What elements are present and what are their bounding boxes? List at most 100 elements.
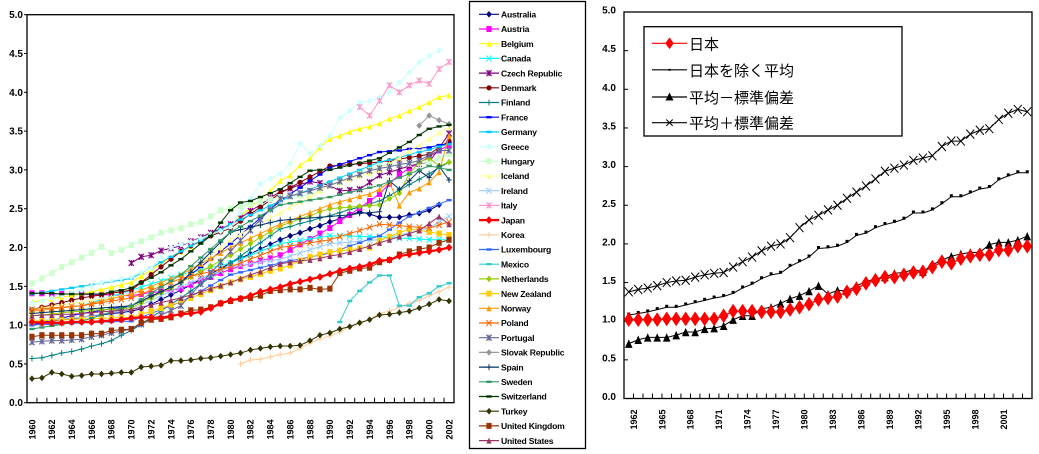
data-point-turkey bbox=[386, 310, 393, 318]
data-point-united-states bbox=[49, 312, 55, 319]
data-point-portugal bbox=[396, 161, 403, 168]
data-point-czech-republic bbox=[148, 251, 155, 259]
legend-item: Luxembourg bbox=[479, 245, 551, 255]
data-point-series-2 bbox=[691, 327, 699, 337]
data-point-japan bbox=[276, 283, 284, 292]
data-point-series-1 bbox=[968, 190, 972, 194]
data-point-mexico bbox=[406, 304, 412, 307]
data-point-united-states bbox=[436, 213, 442, 220]
data-point-japan bbox=[395, 252, 403, 261]
data-point-series-3 bbox=[728, 262, 738, 272]
data-point-poland bbox=[38, 305, 45, 313]
x-tick-label: 1988 bbox=[305, 420, 315, 440]
data-point-ireland bbox=[297, 249, 304, 257]
x-tick-label: 2002 bbox=[444, 420, 454, 440]
data-point-norway bbox=[426, 179, 432, 186]
data-point-series-1 bbox=[712, 295, 716, 299]
legend-item: Italy bbox=[479, 201, 518, 211]
data-point-poland bbox=[28, 306, 35, 313]
y-tick-label: 0.0 bbox=[9, 398, 23, 409]
data-point-greece bbox=[48, 294, 55, 302]
data-point-portugal bbox=[28, 338, 36, 346]
data-point-spain bbox=[257, 221, 263, 228]
data-point-new-zealand bbox=[337, 247, 343, 254]
data-point-japan bbox=[356, 262, 364, 271]
legend-label: Ireland bbox=[501, 186, 528, 196]
data-point-series-2 bbox=[786, 294, 794, 303]
data-point-norway bbox=[317, 205, 323, 212]
data-point-luxembourg bbox=[366, 237, 373, 241]
data-point-sweden bbox=[376, 184, 383, 187]
data-point-switzerland bbox=[138, 281, 144, 284]
data-point-belgium bbox=[396, 112, 402, 119]
data-point-italy bbox=[406, 81, 413, 89]
data-point-hungary bbox=[426, 159, 432, 166]
data-point-united-kingdom bbox=[108, 327, 115, 334]
data-point-korea bbox=[257, 356, 263, 363]
data-point-switzerland bbox=[79, 292, 85, 296]
data-point-sweden bbox=[337, 193, 343, 196]
data-point-series-0 bbox=[899, 267, 909, 283]
data-point-united-states bbox=[148, 301, 154, 308]
data-point-japan bbox=[346, 264, 354, 273]
legend-item: 日本を除く平均 bbox=[652, 62, 794, 80]
data-point-series-3 bbox=[994, 114, 1004, 125]
data-point-iceland bbox=[307, 193, 313, 200]
data-point-series-1 bbox=[902, 216, 906, 220]
data-point-switzerland bbox=[49, 292, 55, 295]
data-point-italy bbox=[366, 112, 373, 119]
legend-item: Belgium bbox=[479, 39, 534, 49]
data-point-series-3 bbox=[738, 256, 747, 267]
data-point-series-0 bbox=[718, 308, 729, 324]
data-point-series-3 bbox=[709, 268, 719, 279]
data-point-switzerland bbox=[416, 133, 422, 137]
data-point-united-states bbox=[386, 236, 393, 243]
x-tick-label: 1990 bbox=[325, 420, 335, 440]
data-point-hungary bbox=[436, 155, 442, 162]
data-point-italy bbox=[426, 80, 433, 88]
data-point-austria bbox=[198, 277, 204, 284]
data-point-united-states bbox=[347, 249, 353, 256]
data-point-japan bbox=[197, 307, 205, 316]
data-point-norway bbox=[327, 201, 333, 208]
legend-label: Spain bbox=[501, 362, 523, 372]
data-point-switzerland bbox=[436, 125, 442, 128]
data-point-united-states bbox=[59, 311, 65, 318]
series-italy bbox=[356, 58, 453, 119]
data-point-hungary bbox=[218, 207, 224, 214]
data-point-new-zealand bbox=[317, 251, 323, 258]
data-point-luxembourg bbox=[257, 266, 263, 269]
data-point-series-0 bbox=[652, 312, 663, 328]
data-point-series-3 bbox=[899, 160, 909, 170]
data-point-turkey bbox=[48, 369, 55, 376]
data-point-belgium bbox=[436, 93, 442, 100]
data-point-united-states bbox=[198, 288, 204, 295]
data-point-australia bbox=[317, 222, 323, 230]
data-point-japan bbox=[366, 260, 374, 269]
data-point-switzerland bbox=[357, 161, 363, 165]
data-point-luxembourg bbox=[218, 278, 224, 282]
data-point-sweden bbox=[198, 256, 204, 259]
data-point-series-2 bbox=[653, 333, 662, 342]
data-point-united-states bbox=[287, 259, 293, 266]
data-point-series-1 bbox=[722, 293, 726, 297]
data-point-new-zealand bbox=[396, 229, 402, 236]
data-point-norway bbox=[406, 189, 412, 196]
data-point-korea bbox=[277, 351, 283, 358]
data-point-poland bbox=[277, 244, 284, 251]
legend-item: Norway bbox=[479, 304, 531, 314]
data-point-sweden bbox=[436, 166, 442, 169]
data-point-czech-republic bbox=[366, 178, 373, 186]
legend-marker bbox=[486, 158, 492, 165]
data-point-poland bbox=[267, 248, 274, 255]
data-point-series-1 bbox=[1025, 170, 1029, 174]
data-point-hungary bbox=[257, 198, 263, 205]
legend-label: Italy bbox=[501, 201, 518, 211]
data-point-austria bbox=[257, 257, 263, 264]
legend-marker bbox=[486, 319, 492, 327]
data-point-japan bbox=[68, 318, 76, 326]
y-tick-label: 4.5 bbox=[602, 44, 616, 55]
y-tick-label: 0.5 bbox=[9, 359, 23, 370]
data-point-portugal bbox=[356, 171, 363, 178]
